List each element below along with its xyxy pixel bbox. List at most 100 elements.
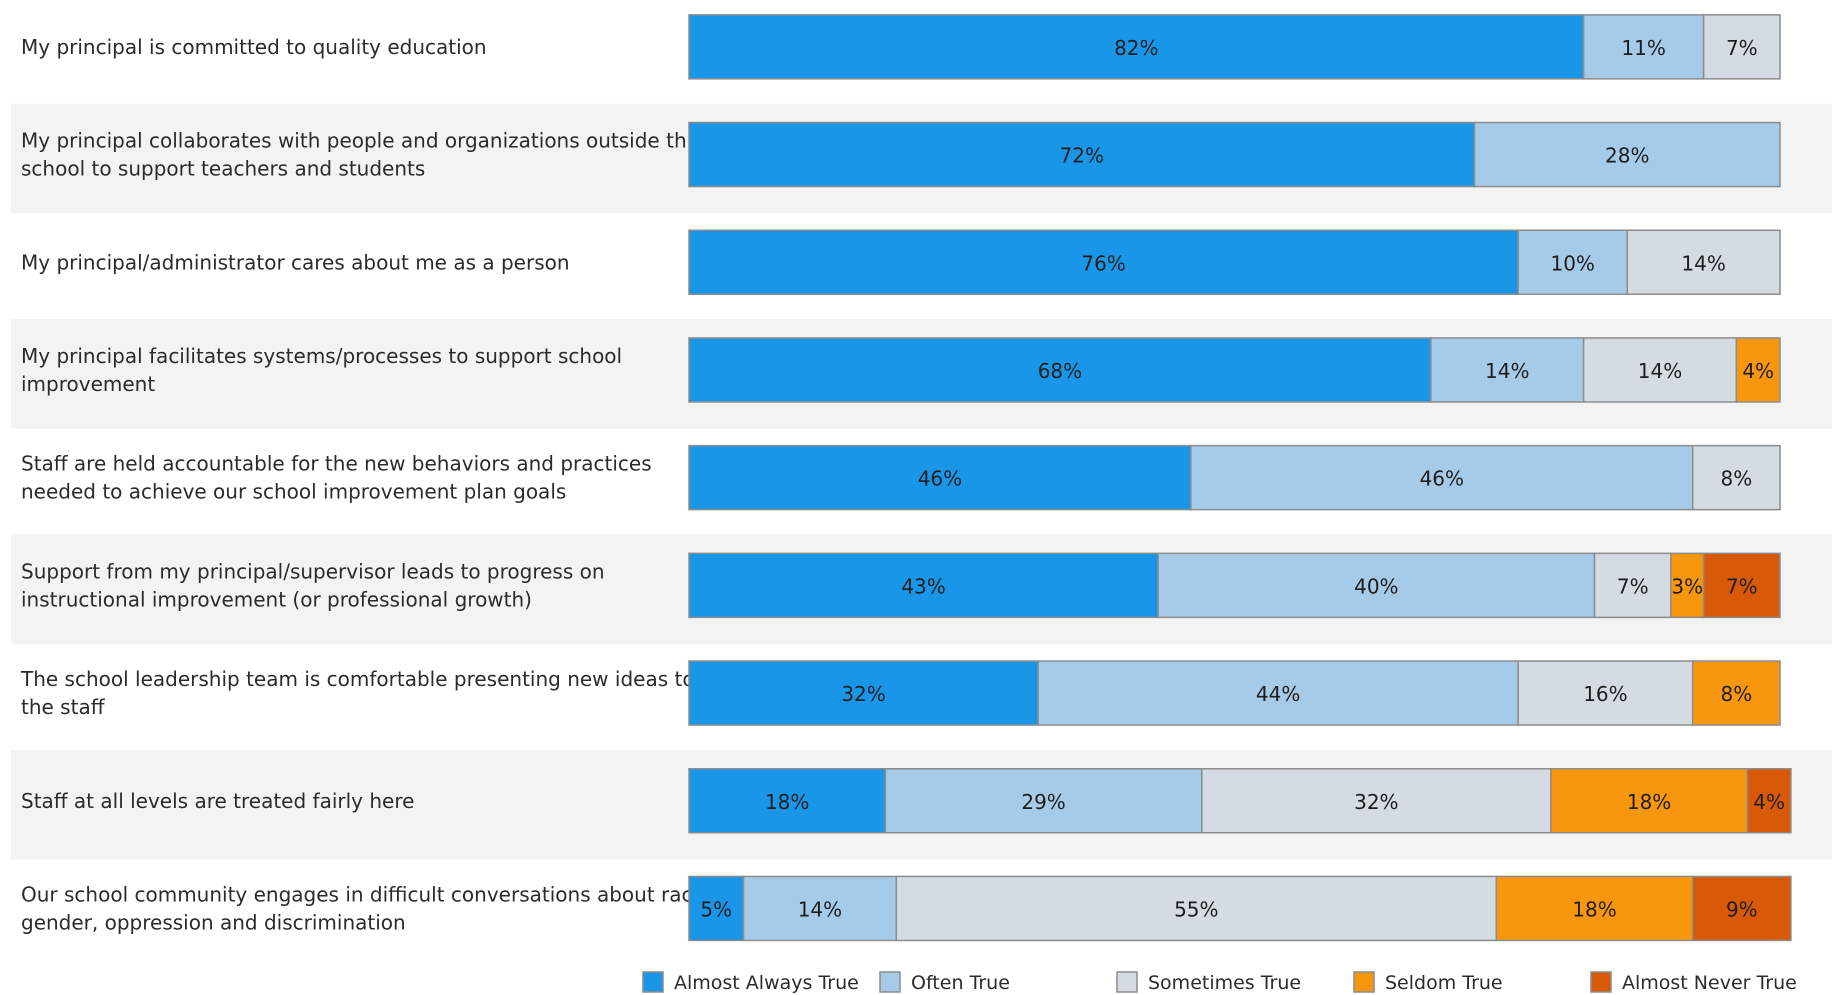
data-label: 8% xyxy=(1720,467,1752,491)
data-label: 43% xyxy=(901,574,945,598)
legend-swatch xyxy=(1116,971,1138,993)
data-label: 29% xyxy=(1021,790,1065,814)
data-label: 3% xyxy=(1671,574,1703,598)
category-label: My principal is committed to quality edu… xyxy=(21,35,487,59)
bar-segment xyxy=(1746,768,1792,834)
data-label: 40% xyxy=(1354,574,1398,598)
data-label: 46% xyxy=(918,467,962,491)
bar-segment xyxy=(895,875,1498,942)
category-label-line: gender, oppression and discrimination xyxy=(21,910,406,934)
chart-row: Staff at all levels are treated fairly h… xyxy=(11,749,1832,860)
data-label: 32% xyxy=(1354,790,1398,814)
data-label: 76% xyxy=(1081,251,1125,275)
data-label: 44% xyxy=(1256,682,1300,706)
chart-row: The school leadership team is comfortabl… xyxy=(20,660,1781,726)
data-label: 14% xyxy=(1638,359,1682,383)
bar-segment xyxy=(884,768,1203,834)
category-label: The school leadership team is comfortabl… xyxy=(20,667,695,719)
legend-item: Sometimes True xyxy=(1116,971,1301,994)
data-label: 9% xyxy=(1726,897,1758,921)
data-label: 7% xyxy=(1726,36,1758,60)
chart-row: Staff are held accountable for the new b… xyxy=(21,444,1781,511)
category-label: Staff are held accountable for the new b… xyxy=(21,452,652,504)
legend-item: Seldom True xyxy=(1353,971,1503,994)
category-label-line: Our school community engages in difficul… xyxy=(21,882,711,906)
data-label: 16% xyxy=(1583,682,1627,706)
category-label-line: My principal collaborates with people an… xyxy=(21,129,703,153)
chart-row: My principal facilitates systems/process… xyxy=(11,319,1832,429)
chart-row: Support from my principal/supervisor lea… xyxy=(11,534,1832,645)
category-label: Our school community engages in difficul… xyxy=(21,882,711,934)
legend-label: Sometimes True xyxy=(1148,972,1301,994)
data-label: 10% xyxy=(1550,251,1594,275)
category-label-line: Staff are held accountable for the new b… xyxy=(21,452,652,476)
bar-segment xyxy=(1517,229,1629,295)
category-label: My principal facilitates systems/process… xyxy=(21,344,622,396)
data-label: 68% xyxy=(1038,359,1082,383)
category-label-line: My principal facilitates systems/process… xyxy=(21,344,622,368)
bar-segment xyxy=(1593,552,1672,619)
category-label-line: The school leadership team is comfortabl… xyxy=(20,667,695,691)
data-label: 14% xyxy=(1681,251,1725,275)
bar-segment xyxy=(1517,660,1694,726)
bar-segment xyxy=(1691,444,1781,511)
category-label-line: My principal is committed to quality edu… xyxy=(21,35,487,59)
legend-swatch xyxy=(642,971,664,993)
category-label-line: Staff at all levels are treated fairly h… xyxy=(21,789,414,813)
legend-swatch xyxy=(1353,971,1375,993)
data-label: 7% xyxy=(1726,574,1758,598)
category-label-line: My principal/administrator cares about m… xyxy=(21,250,570,274)
bar-segment xyxy=(688,444,1192,511)
data-label: 11% xyxy=(1621,36,1665,60)
bar-segment xyxy=(1430,337,1585,403)
bar-segment xyxy=(1550,768,1749,834)
bar-segment xyxy=(688,229,1519,295)
data-label: 5% xyxy=(700,897,732,921)
legend-label: Almost Always True xyxy=(674,972,859,994)
data-label: 14% xyxy=(798,897,842,921)
category-label-line: school to support teachers and students xyxy=(21,157,425,181)
data-label: 4% xyxy=(1742,359,1774,383)
bar-segment xyxy=(1495,875,1694,942)
bar-segment xyxy=(1691,875,1792,942)
category-label-line: needed to achieve our school improvement… xyxy=(21,480,566,504)
legend-swatch xyxy=(879,971,901,993)
chart-legend: Almost Always True Often True Sometimes Tr… xyxy=(642,971,1797,994)
bar-segment xyxy=(688,14,1585,80)
category-label-line: improvement xyxy=(21,372,155,396)
category-label: Staff at all levels are treated fairly h… xyxy=(21,789,414,813)
bar-segment xyxy=(688,768,887,834)
legend-label: Seldom True xyxy=(1385,972,1503,994)
bar-segment xyxy=(688,552,1159,619)
bar-segment xyxy=(742,875,898,942)
bar-segment xyxy=(1626,229,1781,295)
chart-rows: My principal is committed to quality edu… xyxy=(11,14,1832,942)
legend-label: Almost Never True xyxy=(1622,972,1797,994)
data-label: 18% xyxy=(1572,897,1616,921)
bar-segment xyxy=(1702,552,1781,619)
category-label: My principal/administrator cares about m… xyxy=(21,250,570,274)
bar-segment xyxy=(1037,660,1519,726)
category-label: Support from my principal/supervisor lea… xyxy=(21,559,605,611)
data-label: 82% xyxy=(1114,36,1158,60)
bar-segment xyxy=(1691,660,1781,726)
legend-item: Almost Never True xyxy=(1590,971,1797,994)
legend-item: Often True xyxy=(879,971,1010,994)
data-label: 72% xyxy=(1060,144,1104,168)
category-label: My principal collaborates with people an… xyxy=(21,129,703,181)
chart-row: Our school community engages in difficul… xyxy=(21,875,1792,942)
bar-segment xyxy=(1157,552,1596,619)
data-label: 4% xyxy=(1753,790,1785,814)
category-label-line: instructional improvement (or profession… xyxy=(21,587,532,611)
data-label: 7% xyxy=(1617,574,1649,598)
data-label: 18% xyxy=(1627,790,1671,814)
category-label-line: Support from my principal/supervisor lea… xyxy=(21,559,605,583)
data-label: 14% xyxy=(1485,359,1529,383)
bar-segment xyxy=(1190,444,1694,511)
bar-segment xyxy=(688,121,1476,188)
bar-segment xyxy=(1582,14,1705,80)
legend-item: Almost Always True xyxy=(642,971,859,994)
bar-segment xyxy=(688,660,1039,726)
data-label: 18% xyxy=(765,790,809,814)
chart-row: My principal collaborates with people an… xyxy=(11,103,1832,214)
